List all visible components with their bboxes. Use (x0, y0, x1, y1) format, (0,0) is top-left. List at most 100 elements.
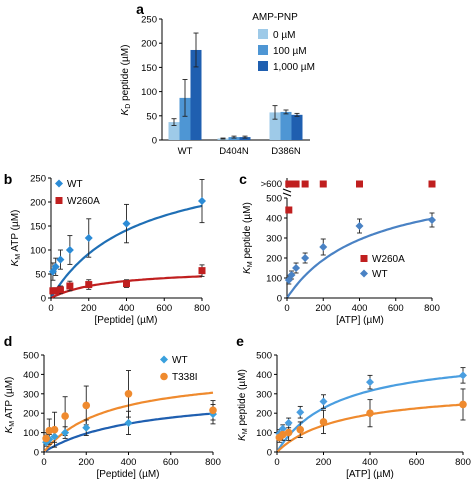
x-tick-label: 400 (362, 457, 378, 468)
x-tick-label: 0 (48, 303, 53, 314)
y-tick-label: 300 (266, 234, 282, 245)
panel-label: a (136, 1, 144, 17)
bar (239, 137, 251, 140)
x-tick-label: 0 (284, 303, 289, 314)
legend-marker (55, 197, 63, 204)
y-tick-label: 150 (30, 222, 46, 233)
data-point (61, 412, 69, 420)
data-point (319, 243, 328, 251)
x-category-label: WT (178, 146, 193, 157)
legend-marker (360, 255, 368, 262)
legend-label: 0 µM (273, 30, 295, 41)
data-point (51, 262, 60, 271)
fit-curve (286, 217, 433, 298)
data-point (279, 430, 287, 439)
y-tick-label: 200 (23, 409, 39, 420)
data-point (52, 287, 60, 295)
error-bar (231, 135, 237, 139)
y-tick-label: 150 (141, 63, 157, 74)
panel-label: e (236, 333, 244, 349)
y-tick-label: 100 (266, 274, 282, 285)
error-bar (294, 112, 300, 117)
data-point (459, 400, 467, 409)
y-axis-label: KM ATP (µM) (10, 210, 22, 267)
y-tick-label: 0 (41, 294, 46, 305)
x-tick-label: 600 (388, 303, 404, 314)
error-bar (171, 118, 177, 126)
y-tick-label: 0 (152, 136, 157, 147)
axis-break-mark (282, 188, 292, 193)
data-point (123, 280, 130, 288)
data-point (296, 408, 305, 417)
y-tick-label: 500 (23, 351, 39, 362)
y-tick-label: 200 (266, 254, 282, 265)
data-point (82, 401, 91, 410)
data-point (356, 180, 363, 188)
panel-label: c (239, 171, 247, 187)
x-tick-label: 200 (81, 303, 97, 314)
x-category-label: D404N (219, 146, 249, 157)
legend-marker (160, 355, 168, 364)
legend-label: T338I (172, 372, 198, 383)
y-tick-label: 50 (35, 270, 46, 281)
data-point (124, 390, 133, 398)
legend-label: W260A (372, 254, 405, 265)
x-tick-label: 0 (41, 457, 46, 468)
data-point (319, 397, 328, 406)
y-axis-label: KM ATP (µM) (4, 377, 16, 434)
legend-marker (160, 372, 168, 381)
fit-curve (276, 374, 464, 452)
x-tick-label: 400 (352, 303, 368, 314)
data-point (428, 216, 436, 224)
data-point (56, 286, 64, 294)
bar (228, 137, 240, 140)
data-point (122, 219, 131, 228)
x-axis-label: [ATP] (µM) (336, 315, 384, 326)
data-point (459, 371, 467, 380)
bar (280, 111, 292, 140)
error-bar (193, 32, 199, 68)
data-point (366, 409, 374, 418)
y-axis-label: KM peptide (µM) (242, 202, 254, 274)
y-tick-label: 0 (277, 294, 282, 305)
data-point (284, 418, 293, 427)
data-point (296, 425, 305, 434)
y-tick-label: 0 (267, 448, 272, 459)
legend-label: WT (172, 355, 188, 366)
error-bar (220, 137, 226, 140)
x-tick-label: 600 (409, 457, 425, 468)
y-tick-label: 100 (141, 87, 157, 98)
data-point (66, 282, 74, 290)
y-tick-label: 200 (141, 39, 157, 50)
y-axis-label: KM peptide (µM) (237, 369, 249, 441)
data-point (284, 428, 293, 437)
x-tick-label: 400 (119, 303, 135, 314)
y-tick-label: 250 (30, 174, 46, 185)
data-point (198, 197, 206, 206)
x-tick-label: 200 (78, 457, 94, 468)
data-point (85, 281, 93, 289)
x-tick-label: 600 (163, 457, 179, 468)
data-point (56, 255, 65, 264)
axis-break-mark (282, 192, 292, 197)
error-bar (242, 135, 248, 139)
error-bar (182, 79, 188, 117)
x-tick-label: 800 (194, 303, 210, 314)
data-point (301, 180, 309, 188)
legend-label: 100 µM (273, 46, 307, 57)
y-tick-label: 100 (23, 428, 39, 439)
y-tick-label: 250 (141, 15, 157, 26)
data-point (50, 425, 59, 434)
data-point (82, 423, 91, 432)
bar (269, 112, 281, 140)
y-tick-label: 400 (23, 370, 39, 381)
data-point (50, 432, 59, 441)
y-tick-label: 100 (256, 428, 272, 439)
y-tick-label: 200 (30, 198, 46, 209)
data-point (209, 406, 217, 415)
y-tick-label: 300 (256, 389, 272, 400)
panel-label: b (4, 171, 13, 187)
data-point (366, 378, 374, 387)
x-axis-label: [Peptide] (µM) (94, 315, 157, 326)
data-point (278, 424, 287, 433)
